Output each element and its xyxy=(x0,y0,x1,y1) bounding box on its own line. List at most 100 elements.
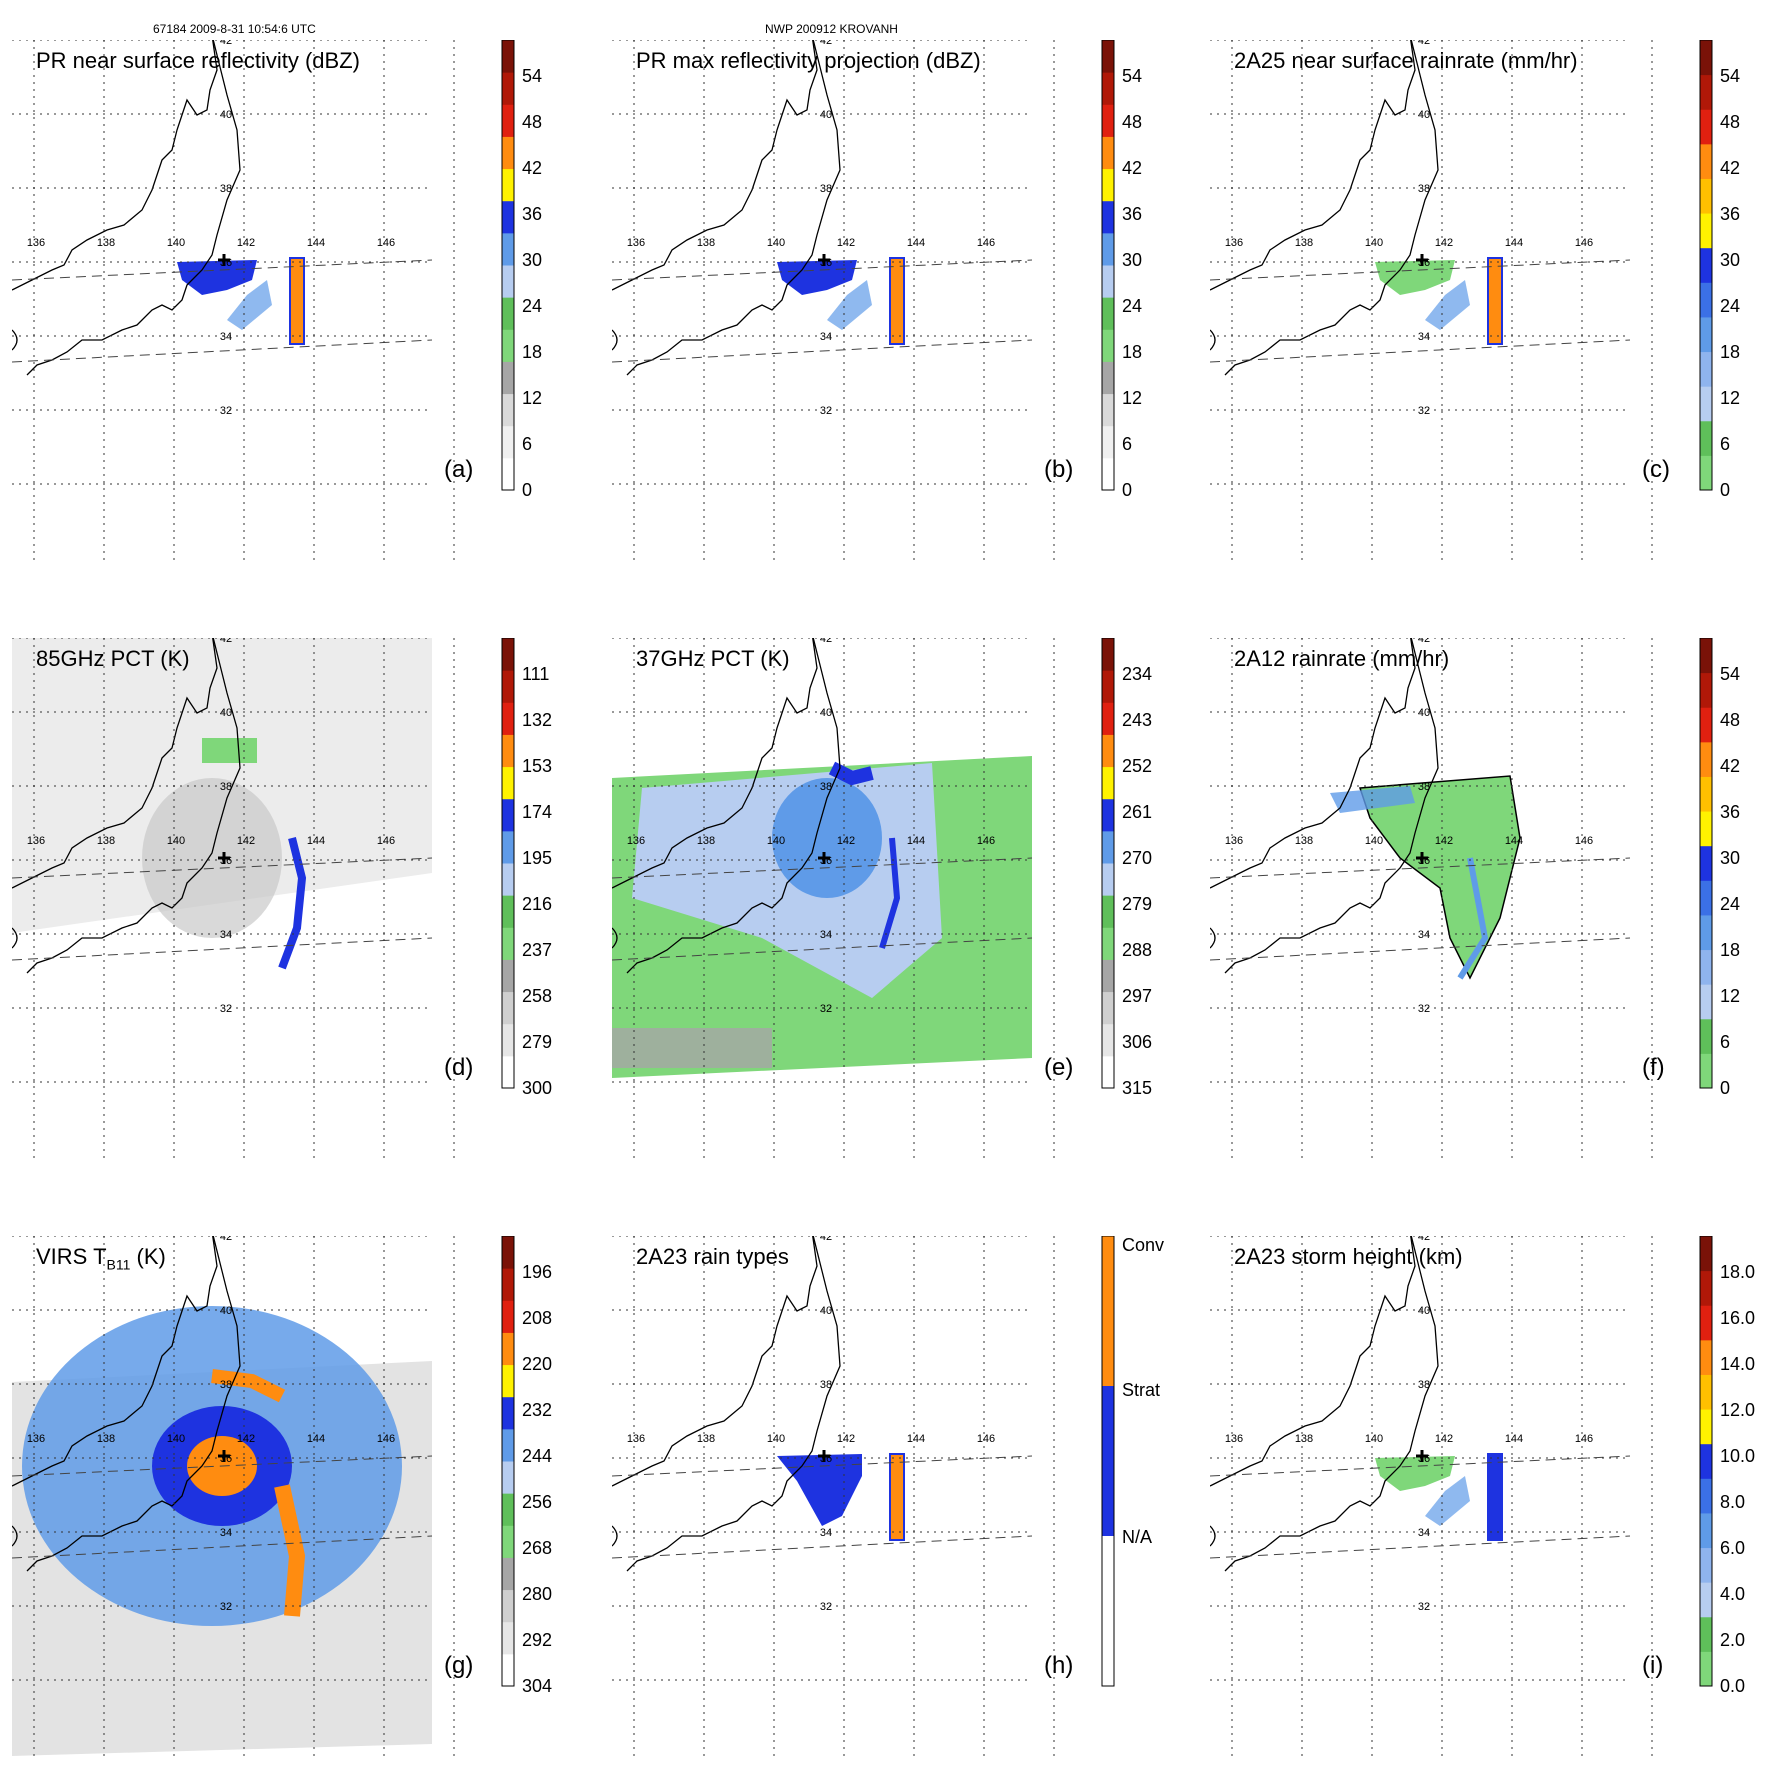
lat-label: 42 xyxy=(820,40,832,47)
colorbar-band xyxy=(502,1268,514,1301)
convective-line xyxy=(1487,257,1503,345)
colorbar-tick-label: 42 xyxy=(1122,158,1143,178)
lon-label: 146 xyxy=(377,1433,395,1445)
panel-letter: (a) xyxy=(444,456,474,483)
colorbar-band xyxy=(1102,670,1114,703)
panel-title-text: PR near surface reflectivity (dBZ) xyxy=(36,48,360,73)
swath-edge-north xyxy=(12,1455,433,1477)
colorbar-band xyxy=(502,136,514,170)
coastline-islet xyxy=(612,927,618,949)
colorbar-band xyxy=(1102,638,1114,671)
colorbar-frame xyxy=(501,638,515,1089)
lon-label: 144 xyxy=(907,1433,925,1445)
colorbar-band xyxy=(502,168,514,202)
lat-label: 40 xyxy=(1418,109,1430,121)
colorbar-tick-label: 12 xyxy=(522,388,543,408)
swath-edge-north xyxy=(1210,857,1631,879)
panel-title: VIRS TB11 (K) xyxy=(36,1244,166,1272)
colorbar-tick-label: 48 xyxy=(1720,112,1741,132)
panel-title: 85GHz PCT (K) xyxy=(36,646,190,672)
coastline-islet xyxy=(612,329,618,351)
colorbar-band xyxy=(502,329,514,362)
lat-label: 34 xyxy=(1418,929,1430,941)
colorbar-band xyxy=(1102,895,1114,928)
colorbar-band xyxy=(1102,425,1114,459)
coastline-islet xyxy=(1210,1525,1216,1547)
colorbar-band xyxy=(1700,949,1712,985)
colorbar-frame xyxy=(1101,1236,1115,1687)
colorbar-band xyxy=(1102,136,1114,170)
colorbar-tick-label: 268 xyxy=(522,1538,553,1558)
panel-title-text: VIRS T xyxy=(36,1244,107,1269)
colorbar-tick-label: 36 xyxy=(1720,802,1741,822)
lat-label: 34 xyxy=(1418,331,1430,343)
colorbar-tick-label: 0 xyxy=(1720,1078,1731,1098)
coastline-east xyxy=(626,638,841,974)
panel-title-text: 2A12 rainrate (mm/hr) xyxy=(1234,646,1450,671)
colorbar-band xyxy=(1700,420,1712,456)
lon-label: 144 xyxy=(307,835,325,847)
colorbar-band xyxy=(502,1055,514,1089)
lon-label: 140 xyxy=(767,237,785,249)
convective-line xyxy=(289,257,305,345)
colorbar-band xyxy=(1102,863,1114,896)
coastline-islet xyxy=(612,1525,618,1547)
colorbar-band xyxy=(502,1300,514,1333)
lat-label: 38 xyxy=(820,781,832,793)
colorbar-band xyxy=(1700,1616,1712,1652)
spiral-band xyxy=(1425,1476,1470,1526)
coastline-east xyxy=(626,1236,841,1572)
colorbar-band xyxy=(502,1557,514,1591)
lon-label: 144 xyxy=(307,1433,325,1445)
panel-letter: (h) xyxy=(1044,1652,1074,1679)
lon-label: 146 xyxy=(977,237,995,249)
colorbar-tick-label: 6 xyxy=(1122,434,1133,454)
colorbar-tick-label: 12.0 xyxy=(1720,1400,1756,1420)
colorbar-band xyxy=(1102,734,1114,768)
lat-label: 40 xyxy=(220,109,232,121)
colorbar-band xyxy=(502,361,514,395)
lon-label: 144 xyxy=(1505,1433,1523,1445)
colorbar-tick-label: 208 xyxy=(522,1308,553,1328)
colorbar-tick-label: 174 xyxy=(522,802,553,822)
lat-label: 42 xyxy=(1418,40,1430,47)
swath-edge-south xyxy=(12,1535,433,1559)
colorbar-band xyxy=(1700,1478,1712,1514)
lon-label: 140 xyxy=(1365,237,1383,249)
colorbar-tick-label: 220 xyxy=(522,1354,553,1374)
colorbar-tick-label: 315 xyxy=(1122,1078,1153,1098)
colorbar-tick-label: 243 xyxy=(1122,710,1153,730)
coastline-west xyxy=(612,40,818,291)
lat-label: 42 xyxy=(1418,638,1430,645)
panel-title: 2A23 storm height (km) xyxy=(1234,1244,1463,1270)
lat-label: 32 xyxy=(820,405,832,417)
lon-label: 142 xyxy=(237,835,255,847)
colorbar-band xyxy=(502,1236,514,1269)
coastline-west xyxy=(612,638,818,889)
swath-edge-north xyxy=(612,857,1033,879)
swath-edge-south xyxy=(612,937,1033,961)
colorbar-band xyxy=(502,702,514,735)
lon-label: 142 xyxy=(237,237,255,249)
panel-d: 136 138 140 142 144 146 42 40 38 36 34 32 85GHz PCT … xyxy=(12,638,552,1168)
panel-title-text: 2A23 storm height (km) xyxy=(1234,1244,1463,1269)
panel-b: 136 138 140 142 144 146 42 40 38 36 34 32 PR max ref… xyxy=(612,40,1152,570)
colorbar-band xyxy=(502,863,514,896)
lon-label: 142 xyxy=(1435,1433,1453,1445)
inner-rain-area xyxy=(177,260,257,295)
panel-title-text: PR max reflectivity projection (dBZ) xyxy=(636,48,981,73)
coastline-west xyxy=(612,1236,818,1487)
lon-label: 144 xyxy=(307,237,325,249)
panel-letter: (b) xyxy=(1044,456,1074,483)
rainband-2a12 xyxy=(1457,857,1489,980)
lat-label: 38 xyxy=(1418,781,1430,793)
panel-a: 136 138 140 142 144 146 42 40 38 36 34 32 PR near su… xyxy=(12,40,552,570)
colorbar-band xyxy=(1102,393,1114,427)
colorbar-band xyxy=(1102,72,1114,105)
swath-edge-south xyxy=(1210,1535,1631,1559)
colorbar-frame xyxy=(1699,1236,1713,1687)
lat-label: 42 xyxy=(220,638,232,645)
colorbar-band xyxy=(1700,178,1712,214)
